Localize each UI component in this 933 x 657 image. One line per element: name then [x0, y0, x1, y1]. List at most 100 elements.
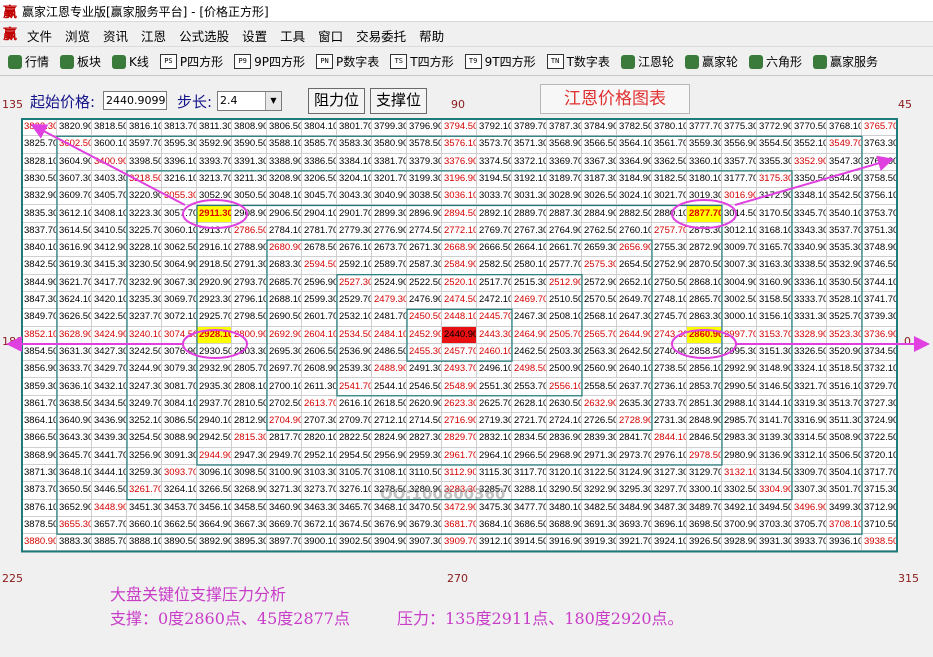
menu-item[interactable]: 设置 — [242, 29, 268, 44]
menu-item[interactable]: 帮助 — [419, 29, 445, 44]
price-cell: 2762.50 — [582, 222, 617, 241]
price-cell: 2973.70 — [617, 447, 652, 465]
price-cell: 3405.70 — [92, 188, 127, 206]
price-cell: 2491.30 — [407, 361, 442, 379]
price-cell: 3784.90 — [582, 119, 617, 137]
price-cell: 2450.50 — [407, 309, 442, 327]
price-cell: 3060.10 — [162, 222, 197, 241]
price-cell: 2810.50 — [232, 395, 267, 414]
price-cell: 2680.90 — [267, 240, 302, 258]
price-cell: 3508.90 — [827, 430, 862, 448]
toolbar-button[interactable]: 江恩轮 — [620, 53, 674, 70]
price-cell: 3007.30 — [722, 257, 757, 275]
price-cell: 2688.10 — [267, 292, 302, 310]
price-cell: 2553.70 — [512, 378, 547, 396]
toolbar-icon — [60, 54, 75, 69]
price-cell: 2594.50 — [302, 257, 337, 275]
price-cell: 3676.90 — [372, 516, 407, 535]
price-cell: 2563.30 — [582, 343, 617, 362]
toolbar-icon — [748, 54, 763, 69]
price-cell: 2587.30 — [407, 257, 442, 275]
price-cell: 2524.90 — [372, 274, 407, 292]
price-cell: 3201.70 — [372, 170, 407, 189]
dropdown-arrow[interactable]: ▼ — [265, 92, 281, 110]
price-cell: 3684.10 — [477, 516, 512, 535]
price-cell: 2496.10 — [477, 361, 512, 379]
price-cell: 2608.90 — [302, 361, 337, 379]
price-cell: 3931.30 — [757, 534, 792, 552]
price-cell: 2508.10 — [547, 309, 582, 327]
price-cell: 3796.90 — [407, 119, 442, 137]
price-cell: 2971.30 — [582, 447, 617, 465]
price-cell: 2764.90 — [547, 222, 582, 241]
toolbar-button[interactable]: T9 9T四方形 — [464, 53, 536, 70]
price-cell: 3369.70 — [547, 153, 582, 171]
menu-item[interactable]: 文件 — [27, 29, 53, 44]
price-cell: 2745.70 — [652, 309, 687, 327]
price-cell: 3499.30 — [827, 499, 862, 517]
toolbar-button[interactable]: TS T四方形 — [390, 53, 454, 70]
start-price-input[interactable]: 2440.9099 — [103, 91, 167, 110]
price-cell: 2529.70 — [337, 292, 372, 310]
toolbar-button[interactable]: 六角形 — [748, 53, 802, 70]
menu-item[interactable]: 窗口 — [318, 29, 344, 44]
price-cell: 2551.30 — [477, 378, 512, 396]
toolbar-button[interactable]: PN P数字表 — [316, 53, 379, 70]
price-cell: 3614.50 — [57, 222, 92, 241]
price-cell: 3763.30 — [862, 136, 897, 154]
price-cell: 3804.10 — [302, 119, 337, 137]
price-cell: 3451.30 — [127, 499, 162, 517]
price-cell: 2498.50 — [512, 361, 547, 379]
price-cell: 3376.90 — [442, 153, 477, 171]
price-cell: 3187.30 — [582, 170, 617, 189]
price-cell: 3458.50 — [232, 499, 267, 517]
price-cell: 3367.30 — [582, 153, 617, 171]
toolbar-button[interactable]: 赢家轮 — [684, 53, 738, 70]
price-cell: 2661.70 — [547, 240, 582, 258]
price-cell: 3645.70 — [57, 447, 92, 465]
toolbar-button[interactable]: 板块 — [60, 53, 101, 70]
menu-item[interactable]: 江恩 — [141, 29, 167, 44]
price-cell: 3890.50 — [162, 534, 197, 552]
price-cell: 3715.30 — [862, 482, 897, 500]
price-cell: 2961.70 — [442, 447, 477, 465]
menu-item[interactable]: 浏览 — [65, 29, 91, 44]
price-cell: 3036.10 — [442, 188, 477, 206]
price-cell: 3309.70 — [792, 465, 827, 483]
toolbar-button[interactable]: TN T数字表 — [546, 53, 610, 70]
price-cell: 3717.70 — [862, 465, 897, 483]
price-cell: 3578.50 — [407, 136, 442, 154]
support-button[interactable]: 支撑位 — [370, 88, 427, 114]
price-cell: 3328.90 — [792, 326, 827, 344]
toolbar-button[interactable]: 行情 — [8, 53, 49, 70]
price-cell: 3909.70 — [442, 534, 477, 552]
price-cell: 2642.50 — [617, 343, 652, 362]
menu-item[interactable]: 工具 — [280, 29, 306, 44]
step-select[interactable]: 2.4 ▼ — [217, 91, 282, 111]
price-cell: 2484.10 — [372, 326, 407, 344]
toolbar-button[interactable]: P9 9P四方形 — [234, 53, 305, 70]
menu-item[interactable]: 交易委托 — [356, 29, 407, 44]
menu-item[interactable]: 资讯 — [103, 29, 129, 44]
menu-bar: 赢 文件 浏览 资讯 江恩 公式选股 设置 工具 窗口 交易委托 帮助 — [0, 22, 933, 47]
price-cell: 3307.30 — [792, 482, 827, 500]
price-cell: 3456.10 — [197, 499, 232, 517]
price-cell: 3144.10 — [757, 395, 792, 414]
price-cell: 3208.90 — [267, 170, 302, 189]
price-cell: 2865.70 — [687, 292, 722, 310]
price-cell: 3444.10 — [92, 465, 127, 483]
price-cell: 3710.50 — [862, 516, 897, 535]
price-cell: 2875.30 — [687, 222, 722, 241]
price-cell: 3391.30 — [232, 153, 267, 171]
price-cell: 2954.50 — [337, 447, 372, 465]
price-cell: 2570.50 — [582, 292, 617, 310]
toolbar-button[interactable]: PS P四方形 — [159, 53, 223, 70]
price-cell: 2726.50 — [582, 413, 617, 431]
price-cell: 3076.90 — [162, 343, 197, 362]
toolbar-button[interactable]: K线 — [112, 53, 149, 70]
resistance-button[interactable]: 阻力位 — [308, 88, 365, 114]
price-cell: 3432.10 — [92, 378, 127, 396]
toolbar-button[interactable]: 赢家服务 — [812, 53, 878, 70]
toolbar-label: 行情 — [25, 55, 50, 69]
menu-item[interactable]: 公式选股 — [179, 29, 230, 44]
